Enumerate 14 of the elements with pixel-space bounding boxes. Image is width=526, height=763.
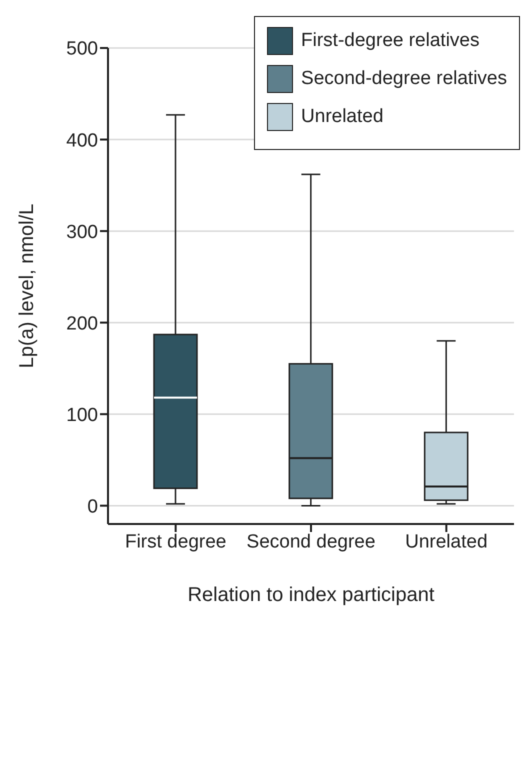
x-tick-label: First degree [124, 531, 226, 552]
y-tick-label: 100 [66, 404, 98, 426]
x-tick-label: Second degree [246, 531, 376, 552]
y-axis-title: Lp(a) level, nmol/L [16, 204, 38, 368]
y-tick-label: 500 [66, 38, 98, 60]
x-axis-title: Relation to index participant [188, 584, 435, 606]
y-tick-label: 0 [87, 496, 98, 518]
legend-label: Unrelated [301, 106, 384, 128]
y-tick-label: 200 [66, 313, 98, 334]
y-tick-label: 300 [66, 222, 98, 243]
x-tick-label: Unrelated [405, 531, 488, 552]
legend-label: Second-degree relatives [301, 68, 507, 90]
legend-label: First-degree relatives [301, 30, 480, 52]
y-tick-label: 400 [66, 130, 98, 152]
